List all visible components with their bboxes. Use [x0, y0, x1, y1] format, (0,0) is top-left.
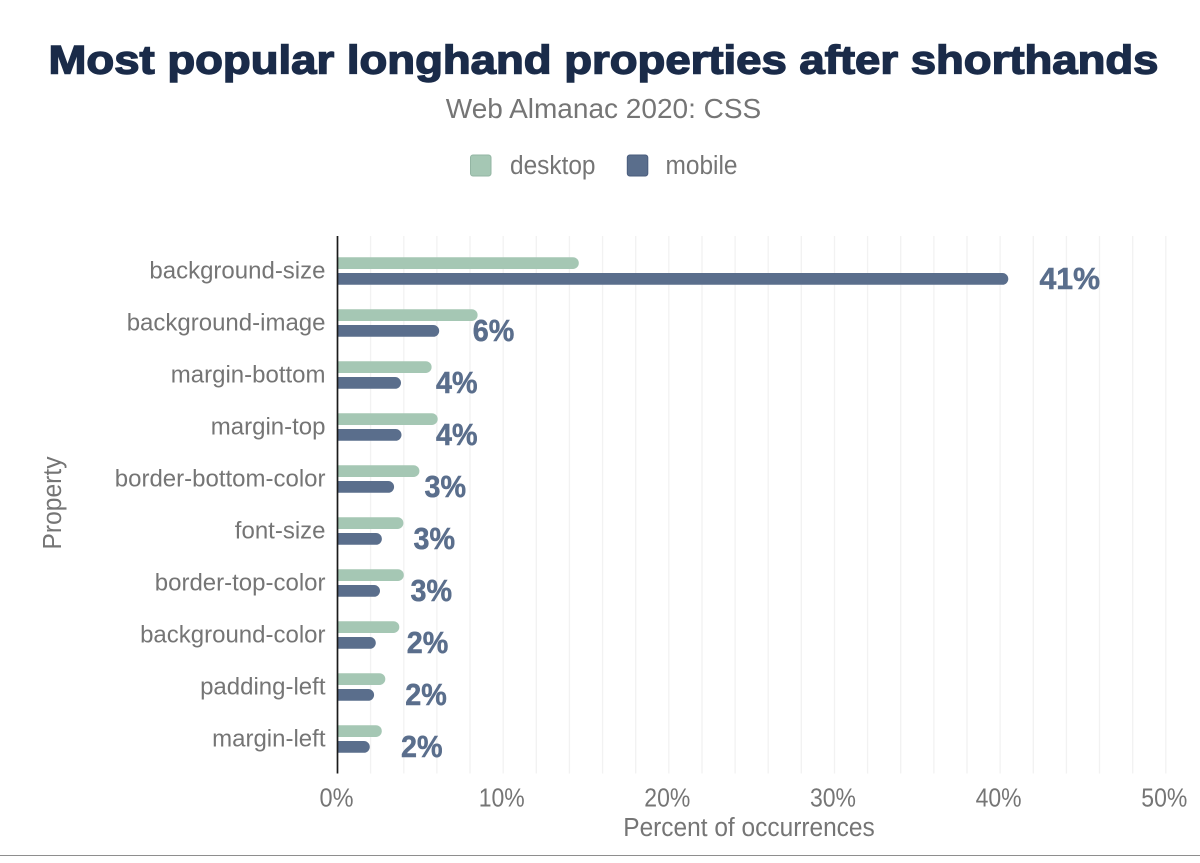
svg-text:margin-bottom: margin-bottom [171, 362, 326, 389]
svg-text:margin-left: margin-left [212, 726, 326, 753]
svg-text:Property: Property [39, 456, 67, 549]
svg-text:20%: 20% [644, 784, 690, 812]
svg-text:0%: 0% [320, 784, 354, 812]
svg-text:Most popular longhand properti: Most popular longhand properties after s… [49, 39, 1159, 83]
svg-text:border-top-color: border-top-color [155, 570, 326, 597]
svg-text:4%: 4% [436, 417, 478, 452]
svg-text:50%: 50% [1141, 784, 1187, 812]
svg-text:3%: 3% [414, 521, 456, 556]
svg-text:30%: 30% [810, 784, 856, 812]
svg-text:font-size: font-size [235, 518, 326, 545]
svg-text:background-size: background-size [149, 258, 325, 285]
svg-text:41%: 41% [1040, 261, 1101, 296]
svg-text:4%: 4% [436, 365, 478, 400]
svg-text:2%: 2% [407, 625, 449, 660]
svg-text:padding-left: padding-left [200, 674, 326, 701]
svg-text:Web Almanac 2020: CSS: Web Almanac 2020: CSS [446, 93, 761, 124]
svg-text:mobile: mobile [666, 152, 738, 180]
svg-text:10%: 10% [479, 784, 525, 812]
svg-text:background-color: background-color [140, 622, 325, 649]
svg-text:desktop: desktop [510, 152, 596, 180]
svg-text:6%: 6% [473, 313, 515, 348]
svg-text:2%: 2% [405, 677, 447, 712]
svg-text:2%: 2% [401, 729, 443, 764]
svg-text:border-bottom-color: border-bottom-color [115, 466, 326, 493]
svg-text:3%: 3% [425, 469, 467, 504]
svg-text:3%: 3% [411, 573, 453, 608]
svg-text:40%: 40% [976, 784, 1022, 812]
svg-text:Percent of occurrences: Percent of occurrences [623, 814, 875, 842]
svg-text:background-image: background-image [127, 310, 326, 337]
svg-text:margin-top: margin-top [211, 414, 326, 441]
